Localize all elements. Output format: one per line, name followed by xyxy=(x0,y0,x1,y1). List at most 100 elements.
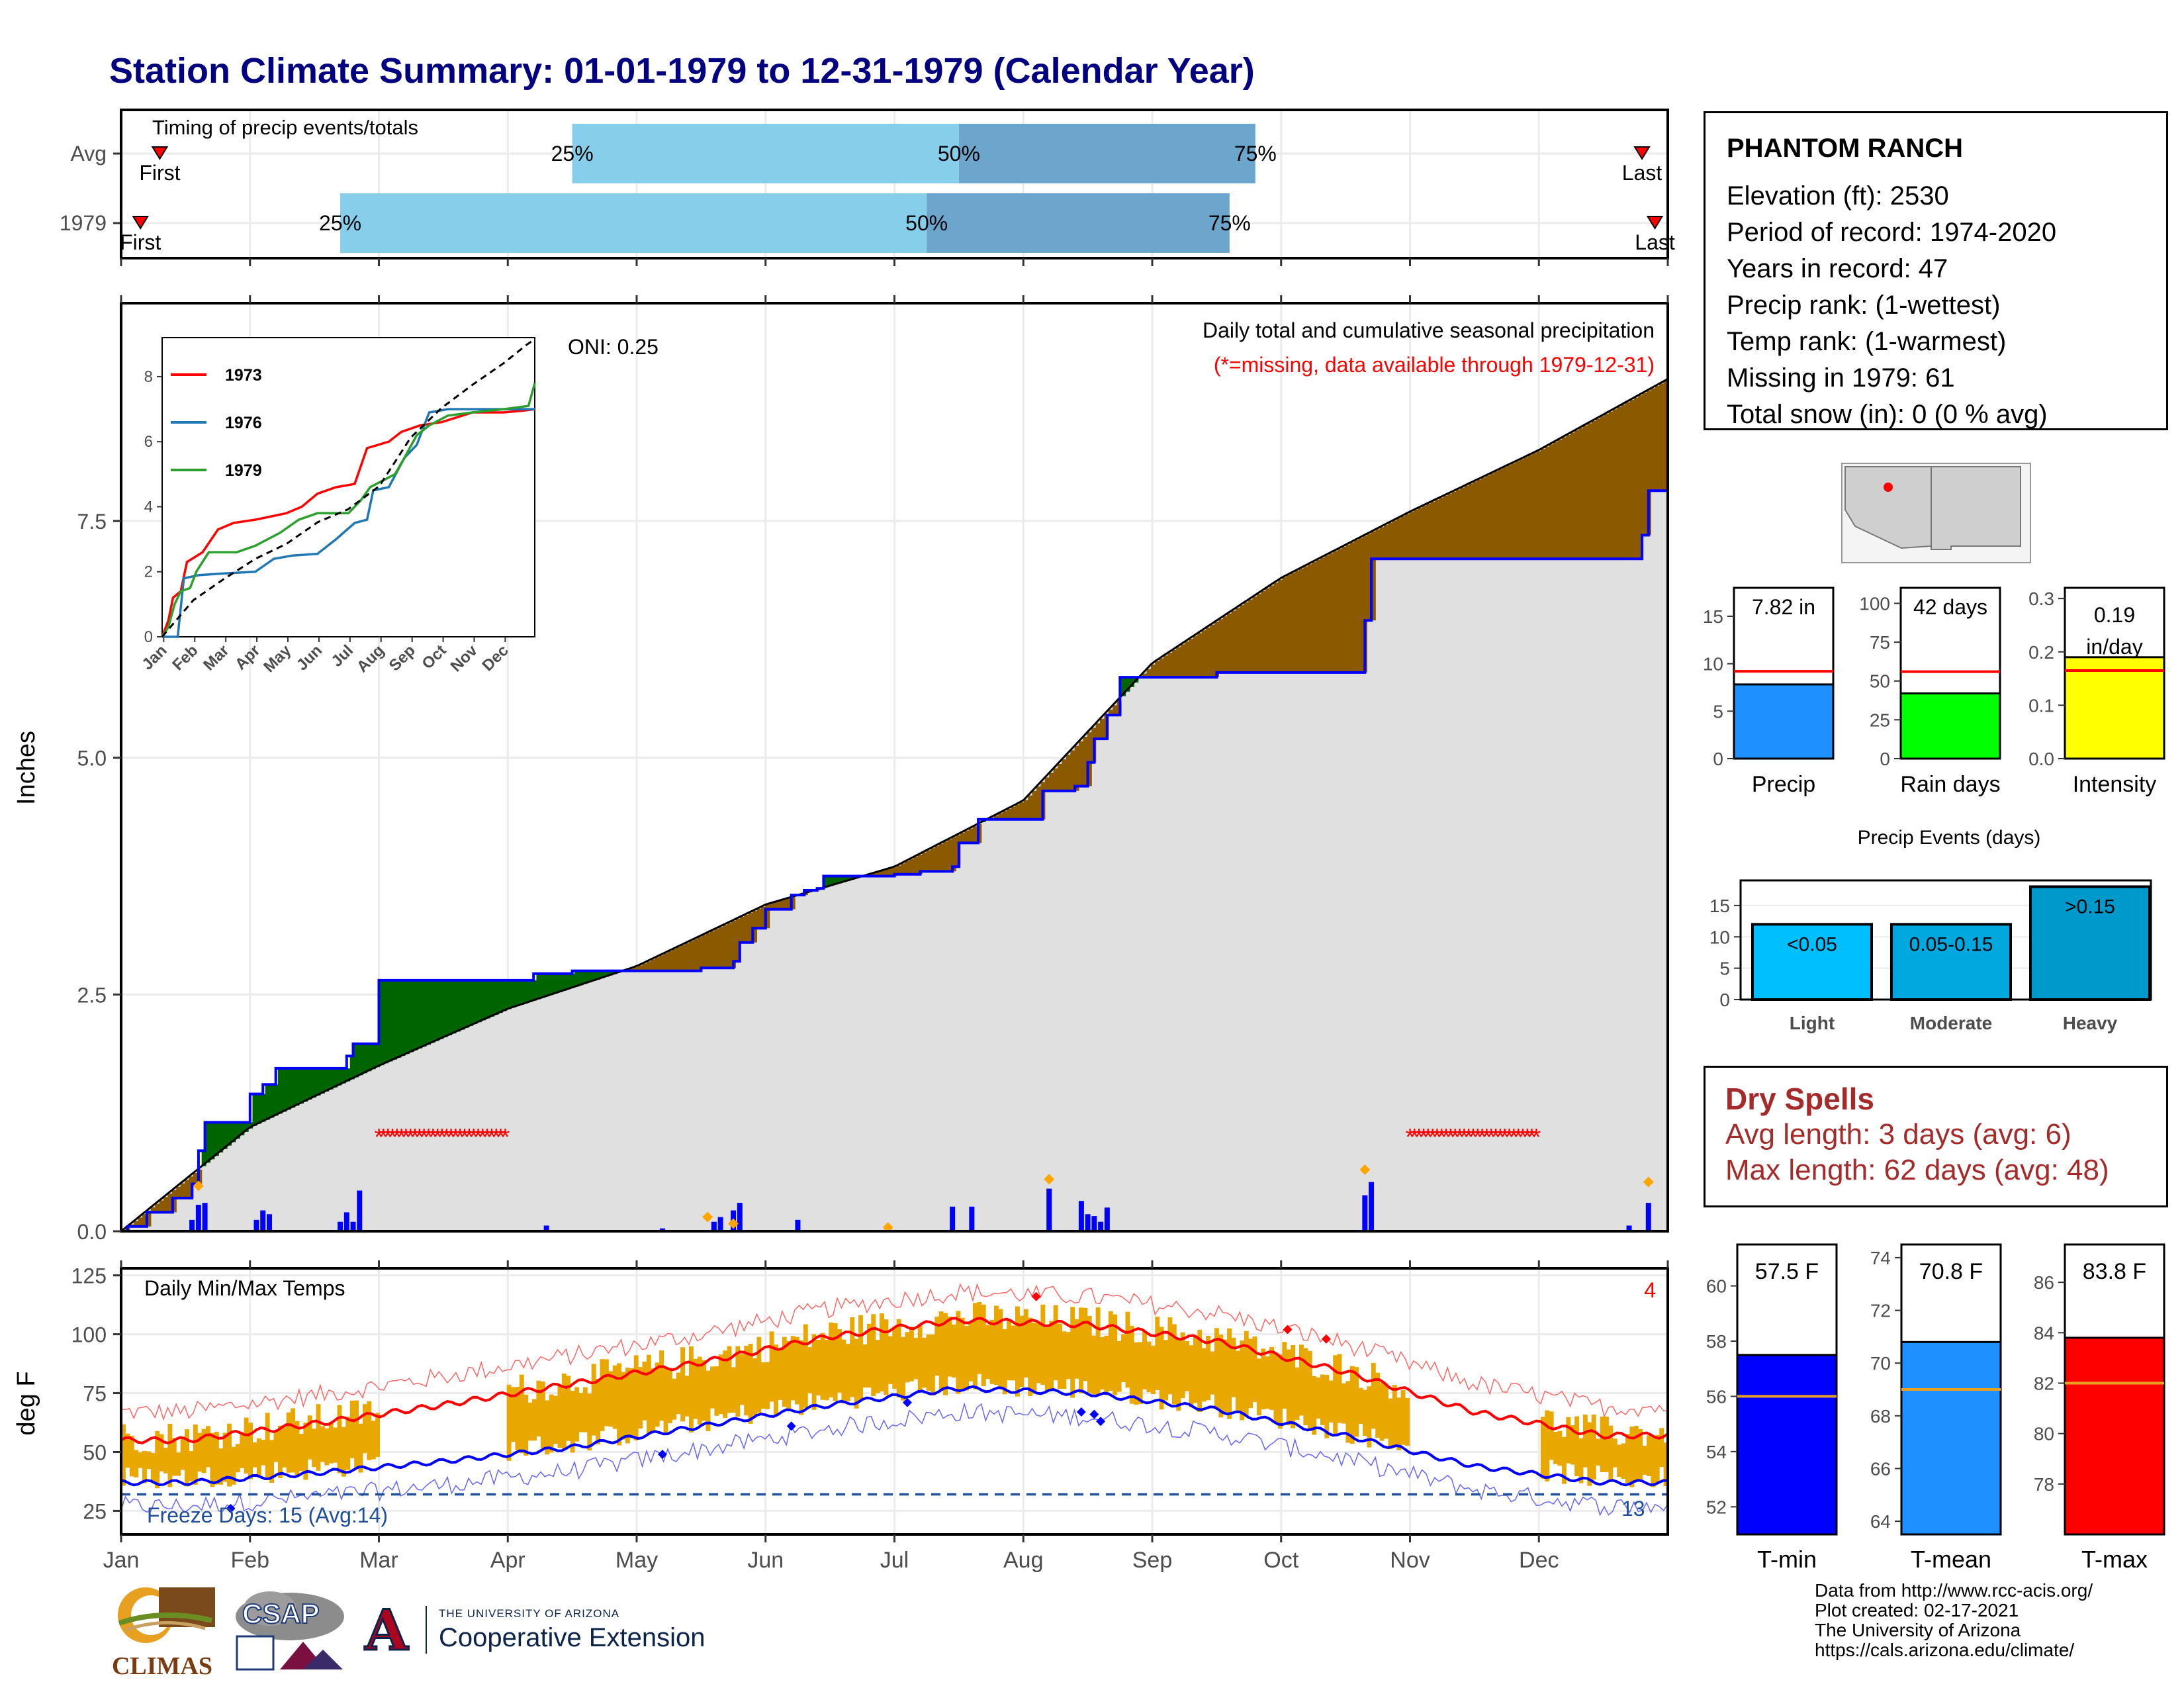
missing-data-marker: * xyxy=(473,1123,482,1150)
oni-value: ONI: 0.25 xyxy=(568,335,659,359)
below-average-fill xyxy=(1561,437,1567,559)
daily-temp-bar xyxy=(841,1339,846,1404)
below-average-fill xyxy=(1028,795,1033,820)
temp-bar-t-max xyxy=(2064,1336,2165,1536)
month-label: Jun xyxy=(747,1548,784,1573)
above-average-fill xyxy=(434,980,439,1041)
below-average-fill xyxy=(1303,566,1308,673)
daily-temp-bar xyxy=(176,1452,181,1476)
daily-temp-bar xyxy=(506,1384,512,1461)
daily-precip-bar xyxy=(1369,1182,1375,1231)
below-average-fill xyxy=(926,850,931,872)
daily-temp-bar xyxy=(134,1450,139,1477)
below-average-fill xyxy=(193,1173,198,1184)
temp-y-tick-label: 100 xyxy=(71,1323,107,1347)
daily-precip-bar xyxy=(950,1206,956,1231)
daily-temp-bar xyxy=(1553,1432,1559,1464)
daily-temp-bar xyxy=(629,1368,635,1438)
below-average-fill xyxy=(1062,759,1067,791)
daily-precip-bar xyxy=(350,1221,356,1231)
below-average-fill xyxy=(1231,610,1236,673)
below-average-fill xyxy=(1553,442,1559,559)
daily-temp-bar xyxy=(180,1436,185,1470)
below-average-fill xyxy=(1193,635,1198,678)
last-event-marker xyxy=(1646,216,1664,230)
below-average-fill xyxy=(1464,485,1469,559)
daily-temp-bar xyxy=(1083,1307,1088,1382)
below-average-fill xyxy=(1210,624,1215,678)
below-average-fill xyxy=(1189,638,1194,678)
daily-temp-bar xyxy=(744,1346,749,1416)
daily-temp-bar xyxy=(1146,1341,1152,1393)
inset-average-line xyxy=(161,338,535,637)
daily-temp-bar xyxy=(913,1337,919,1380)
daily-temp-bar xyxy=(1197,1329,1203,1413)
below-average-fill xyxy=(1053,768,1058,791)
below-average-fill xyxy=(672,949,677,971)
summary-y-tick-label: 100 xyxy=(1859,593,1890,614)
missing-data-marker: * xyxy=(460,1123,469,1150)
temp-summary-y-tick-label: 86 xyxy=(2034,1272,2054,1293)
summary-bar-label: Intensity xyxy=(2073,772,2157,797)
below-average-fill xyxy=(684,943,690,971)
inset-series-line-1979 xyxy=(161,383,536,637)
summary-y-tick-label: 5 xyxy=(1713,701,1723,722)
climas-logo-text: CLIMAS xyxy=(111,1652,213,1680)
events-y-tick-label: 10 xyxy=(1709,927,1730,947)
daily-temp-bar xyxy=(256,1438,261,1477)
precip-y-tick-label: 0.0 xyxy=(77,1220,107,1244)
daily-temp-bar xyxy=(896,1319,901,1397)
daily-temp-bar xyxy=(981,1304,986,1387)
daily-temp-bar xyxy=(1079,1307,1083,1393)
temp-value-label: 57.5 F xyxy=(1755,1259,1819,1284)
daily-temp-bar xyxy=(536,1380,541,1436)
daily-temp-bar xyxy=(1282,1342,1287,1409)
below-average-fill xyxy=(633,966,639,971)
missing-data-marker: * xyxy=(1509,1123,1518,1150)
daily-temp-bar xyxy=(824,1339,829,1401)
daily-temp-bar xyxy=(1363,1389,1367,1436)
daily-temp-bar xyxy=(1134,1342,1139,1405)
missing-data-marker: * xyxy=(1478,1123,1487,1150)
daily-temp-bar xyxy=(993,1305,999,1385)
freeze-count-label: 13 xyxy=(1621,1497,1645,1521)
below-average-fill xyxy=(1578,428,1584,559)
below-average-fill xyxy=(1146,669,1152,678)
daily-temp-bar xyxy=(519,1374,524,1454)
above-average-fill xyxy=(447,980,453,1036)
daily-temp-bar xyxy=(1367,1386,1372,1448)
below-average-fill xyxy=(1413,510,1418,559)
missing-data-marker: * xyxy=(496,1123,506,1150)
below-average-fill xyxy=(760,906,766,929)
daily-temp-bar xyxy=(320,1426,325,1462)
daily-temp-bar xyxy=(1655,1434,1660,1483)
inset-chart-frame xyxy=(161,337,535,637)
daily-temp-bar xyxy=(1371,1362,1376,1429)
daily-temp-bar xyxy=(688,1346,694,1433)
daily-temp-bar xyxy=(1214,1328,1219,1409)
daily-temp-bar xyxy=(333,1427,338,1463)
missing-data-marker: * xyxy=(442,1123,451,1150)
daily-temp-bar xyxy=(1171,1324,1177,1405)
daily-temp-bar xyxy=(930,1334,935,1396)
below-average-fill xyxy=(1227,613,1232,673)
daily-temp-bar xyxy=(702,1360,707,1421)
above-average-fill xyxy=(494,980,499,1015)
precip-y-tick-label: 7.5 xyxy=(77,510,107,534)
temp-summary-y-tick-label: 56 xyxy=(1706,1386,1727,1407)
below-average-fill xyxy=(1646,391,1651,536)
above-average-fill xyxy=(498,980,503,1013)
below-average-fill xyxy=(1273,583,1279,673)
above-average-fill xyxy=(291,1068,296,1108)
below-average-fill xyxy=(1058,763,1063,791)
above-average-fill xyxy=(604,970,609,977)
below-average-fill xyxy=(1587,423,1592,559)
below-average-fill xyxy=(185,1180,190,1198)
daily-temp-bar xyxy=(591,1364,596,1436)
daily-temp-bar xyxy=(282,1427,287,1468)
record-high-count: 4 xyxy=(1644,1278,1656,1302)
daily-temp-bar xyxy=(651,1368,656,1432)
below-average-fill xyxy=(1612,409,1617,559)
daily-temp-bar xyxy=(1333,1355,1338,1436)
daily-temp-bar xyxy=(1040,1304,1046,1385)
